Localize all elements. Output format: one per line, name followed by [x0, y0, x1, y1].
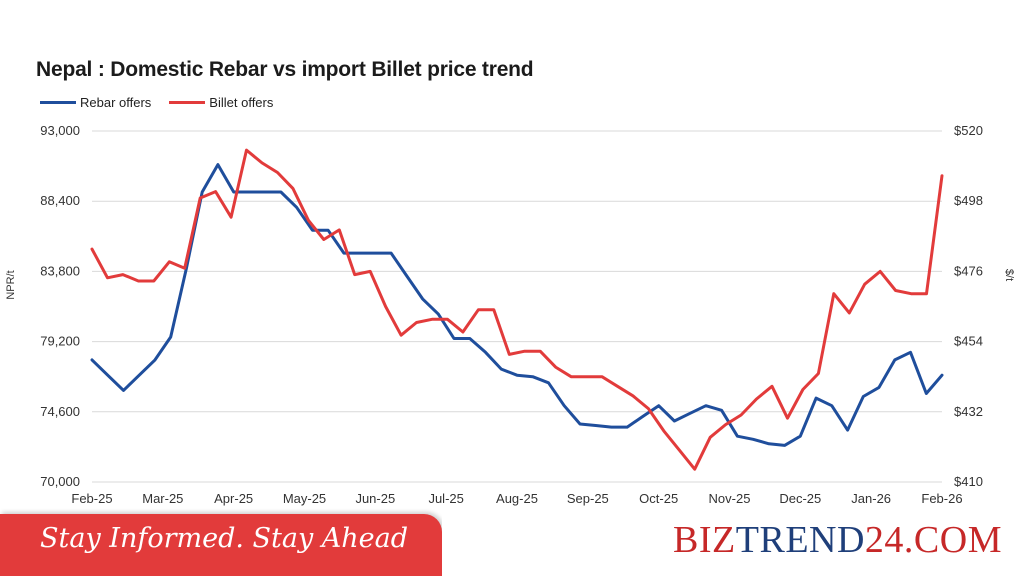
- rebar-series-line: [90, 163, 944, 447]
- x-tick-label: Mar-25: [142, 491, 183, 506]
- legend-label-rebar: Rebar offers: [80, 95, 152, 110]
- series-lines: [90, 148, 944, 471]
- y-left-tick-label: 74,600: [40, 404, 80, 419]
- x-tick-label: Aug-25: [496, 491, 538, 506]
- legend-label-billet: Billet offers: [209, 95, 274, 110]
- billet-series-line: [90, 148, 944, 471]
- x-tick-label: Jul-25: [428, 491, 463, 506]
- y-left-tick-label: 83,800: [40, 263, 80, 278]
- x-tick-label: Apr-25: [214, 491, 253, 506]
- tagline-text: Stay Informed. Stay Ahead: [40, 523, 409, 554]
- y-right-tick-label: $498: [954, 193, 983, 208]
- y-right-tick-label: $476: [954, 263, 983, 278]
- legend-swatch-billet: [169, 101, 206, 104]
- left-axis-ticks: 93,000 88,400 83,800 79,200 74,600 70,000: [40, 123, 80, 489]
- y-right-tick-label: $432: [954, 404, 983, 419]
- y-left-tick-label: 88,400: [40, 193, 80, 208]
- brand-suffix: 24.COM: [864, 519, 1002, 561]
- gridlines: [92, 130, 942, 483]
- x-tick-label: Dec-25: [779, 491, 821, 506]
- brand-logo[interactable]: BIZTREND24.COM: [673, 518, 1002, 562]
- x-tick-label: Jan-26: [851, 491, 891, 506]
- x-tick-label: Oct-25: [639, 491, 678, 506]
- x-tick-label: May-25: [283, 491, 326, 506]
- brand-prefix: BIZ: [673, 519, 736, 561]
- x-tick-label: Nov-25: [709, 491, 751, 506]
- legend-swatch-rebar: [40, 101, 76, 104]
- right-axis-ticks: $520 $498 $476 $454 $432 $410: [954, 123, 983, 489]
- legend: Rebar offers Billet offers: [40, 95, 291, 110]
- x-tick-label: Feb-26: [921, 491, 962, 506]
- y-left-tick-label: 79,200: [40, 334, 80, 349]
- x-tick-label: Jun-25: [355, 491, 395, 506]
- y-right-tick-label: $454: [954, 334, 983, 349]
- y-left-tick-label: 93,000: [40, 123, 80, 138]
- brand-accent: TREND: [735, 519, 865, 561]
- y-axis-right-title: $/t: [1003, 269, 1015, 281]
- chart-title: Nepal : Domestic Rebar vs import Billet …: [36, 58, 534, 81]
- legend-item-billet: Billet offers: [169, 95, 273, 110]
- x-tick-label: Feb-25: [71, 491, 112, 506]
- chart-svg: 93,000 88,400 83,800 79,200 74,600 70,000 $52…: [5, 123, 1015, 506]
- y-right-tick-label: $410: [954, 474, 983, 489]
- x-axis-ticks: Feb-25 Mar-25 Apr-25 May-25 Jun-25 Jul-25 Aug-…: [71, 491, 962, 506]
- chart: 93,000 88,400 83,800 79,200 74,600 70,000 $52…: [5, 58, 1015, 506]
- y-left-tick-label: 70,000: [40, 474, 80, 489]
- y-axis-left-title: NPR/t: [5, 270, 17, 299]
- y-right-tick-label: $520: [954, 123, 983, 138]
- legend-item-rebar: Rebar offers: [40, 95, 151, 110]
- x-tick-label: Sep-25: [567, 491, 609, 506]
- brand-banner: [442, 514, 1024, 576]
- tagline-banner: Stay Informed. Stay Ahead: [0, 514, 442, 576]
